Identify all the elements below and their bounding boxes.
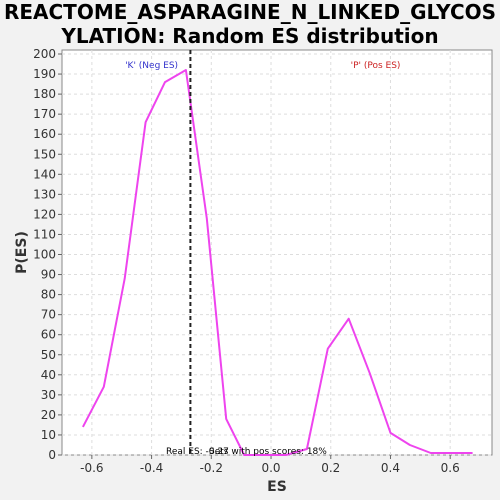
series-line-0 xyxy=(82,69,473,456)
y-tick-label: 30 xyxy=(41,388,56,402)
y-tick-label: 180 xyxy=(33,87,56,101)
y-tick-label: 100 xyxy=(33,248,56,262)
y-tick-label: 170 xyxy=(33,107,56,121)
grid-lines xyxy=(62,50,492,456)
y-tick-label: 40 xyxy=(41,368,56,382)
real-es-text: Real ES: -0.27 xyxy=(166,447,229,457)
x-tick-label: 0.4 xyxy=(381,461,400,475)
y-tick-label: 160 xyxy=(33,127,56,141)
y-axis-label: P(ES) xyxy=(14,231,30,274)
x-tick-label: -0.4 xyxy=(140,461,163,475)
series-layer xyxy=(82,69,473,456)
axis-ticks: 0 10 20 30 40 50 60 70 80 90 100 110 120 130 140 150 160… xyxy=(33,47,460,475)
y-tick-label: 150 xyxy=(33,147,56,161)
y-tick-label: 70 xyxy=(41,308,56,322)
y-tick-label: 120 xyxy=(33,207,56,221)
y-tick-label: 10 xyxy=(41,428,56,442)
pos-scores-text: Sets with pos scores: 18% xyxy=(209,447,327,457)
chart-title-line-2: YLATION: Random ES distribution xyxy=(61,24,439,48)
y-tick-label: 110 xyxy=(33,227,56,241)
y-tick-label: 60 xyxy=(41,328,56,342)
x-tick-label: 0.0 xyxy=(261,461,280,475)
y-tick-label: 130 xyxy=(33,187,56,201)
chart-title-line-1: REACTOME_ASPARAGINE_N_LINKED_GLYCOS xyxy=(3,0,497,24)
x-tick-label: 0.2 xyxy=(321,461,340,475)
neg-es-label: 'K' (Neg ES) xyxy=(125,61,178,71)
chart-title: REACTOME_ASPARAGINE_N_LINKED_GLYCOS YLAT… xyxy=(0,0,500,48)
x-tick-label: -0.2 xyxy=(200,461,223,475)
y-tick-label: 140 xyxy=(33,167,56,181)
y-tick-label: 190 xyxy=(33,67,56,81)
plot-area xyxy=(61,49,493,456)
x-axis-label: ES xyxy=(267,479,287,495)
y-tick-label: 0 xyxy=(48,448,56,462)
x-tick-label: -0.6 xyxy=(80,461,103,475)
y-tick-label: 200 xyxy=(33,47,56,61)
y-tick-label: 80 xyxy=(41,288,56,302)
y-tick-label: 20 xyxy=(41,408,56,422)
y-tick-label: 90 xyxy=(41,268,56,282)
pos-es-label: 'P' (Pos ES) xyxy=(351,61,401,71)
y-tick-label: 50 xyxy=(41,348,56,362)
x-tick-label: 0.6 xyxy=(441,461,460,475)
